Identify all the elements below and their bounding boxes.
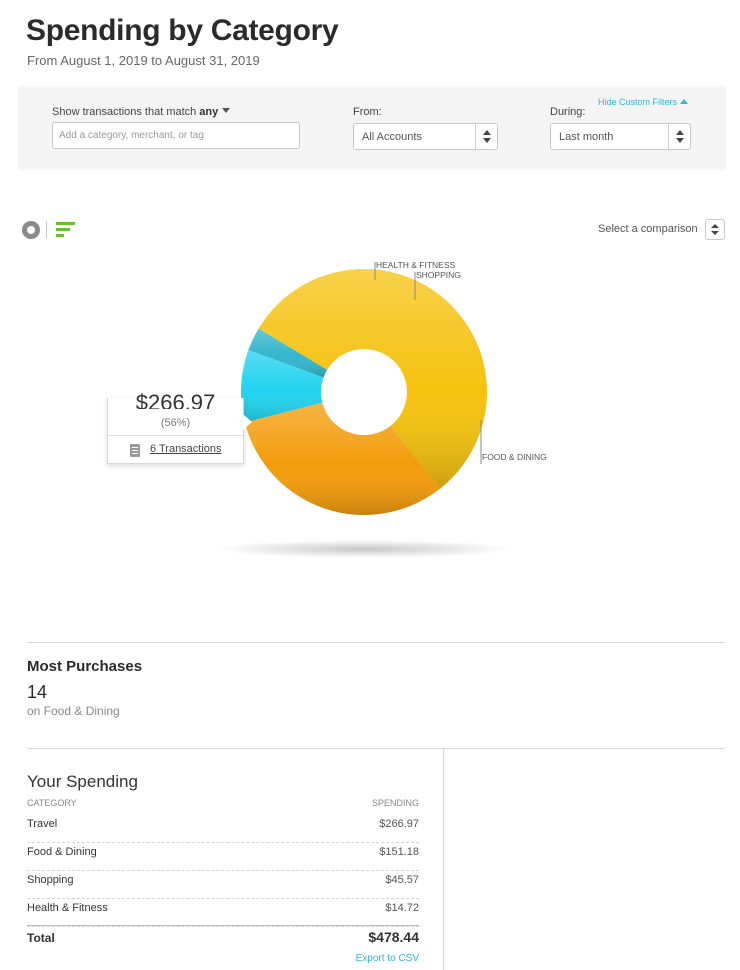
row-amount: $151.18 [379,846,419,858]
your-spending-title: Your Spending [27,772,138,791]
chart-tooltip: $266.97 (56%) 6 Transactions [107,391,252,464]
category-column-header: CATEGORY [27,798,77,808]
during-period-value: Last month [559,131,614,143]
slice-label: HEALTH & FITNESS [376,260,456,270]
most-purchases-title: Most Purchases [27,658,143,675]
transactions-link[interactable]: 6 Transactions [150,443,222,455]
most-purchases-count: 14 [27,682,48,702]
column-divider [443,749,444,970]
total-label: Total [27,931,55,945]
row-amount: $45.57 [385,874,419,886]
select-arrows-icon [475,124,497,149]
spending-row[interactable]: Shopping $45.57 [27,871,419,899]
comparison-label: Select a comparison [598,223,698,235]
tooltip-percent: (56%) [160,417,191,429]
spending-column-header: SPENDING [371,798,419,808]
tooltip-amount: $266.97 [135,391,216,409]
row-amount: $266.97 [379,818,419,830]
filters-panel: Hide Custom Filters Show transactions th… [18,86,726,170]
search-input[interactable] [52,122,300,149]
row-category: Health & Fitness [27,902,108,914]
most-purchases-subtitle: on Food & Dining [27,704,120,718]
slice-label: FOOD & DINING [482,452,547,462]
spending-row[interactable]: Health & Fitness $14.72 [27,899,419,927]
during-label: During: [550,106,586,118]
spending-row[interactable]: Food & Dining $151.18 [27,843,419,871]
row-amount: $14.72 [385,902,419,914]
select-arrows-icon [668,124,690,149]
row-category: Food & Dining [27,846,97,858]
row-category: Travel [27,818,58,830]
match-label: Show transactions that match [52,106,197,118]
tooltip-pointer [243,414,252,430]
comparison-select[interactable] [705,219,725,240]
hide-custom-filters-link[interactable]: Hide Custom Filters [598,97,688,107]
section-divider [27,642,725,643]
from-account-select[interactable]: All Accounts [353,123,498,150]
section-divider [27,748,725,749]
tooltip-divider [108,435,243,436]
hide-filters-label: Hide Custom Filters [597,97,677,107]
from-account-value: All Accounts [362,131,422,143]
document-icon [130,444,140,457]
from-label: From: [353,106,382,118]
caret-up-icon [680,99,688,104]
date-range: From August 1, 2019 to August 31, 2019 [27,53,260,68]
export-csv-link[interactable]: Export to CSV [355,953,419,964]
row-category: Shopping [27,874,74,886]
slice-label: SHOPPING [416,270,461,280]
pie-view-icon[interactable] [22,221,40,239]
match-filter[interactable]: Show transactions that match any [52,106,231,118]
chart-shadow [214,540,514,558]
bar-view-icon[interactable] [56,221,76,239]
spending-row[interactable]: Travel $266.97 [27,815,419,843]
during-period-select[interactable]: Last month [550,123,691,150]
page-title: Spending by Category [26,14,339,47]
match-dropdown-value[interactable]: any [199,106,219,118]
caret-down-icon [222,108,231,113]
total-divider [27,925,419,926]
total-amount: $478.44 [368,929,419,945]
toggle-divider [46,221,47,239]
